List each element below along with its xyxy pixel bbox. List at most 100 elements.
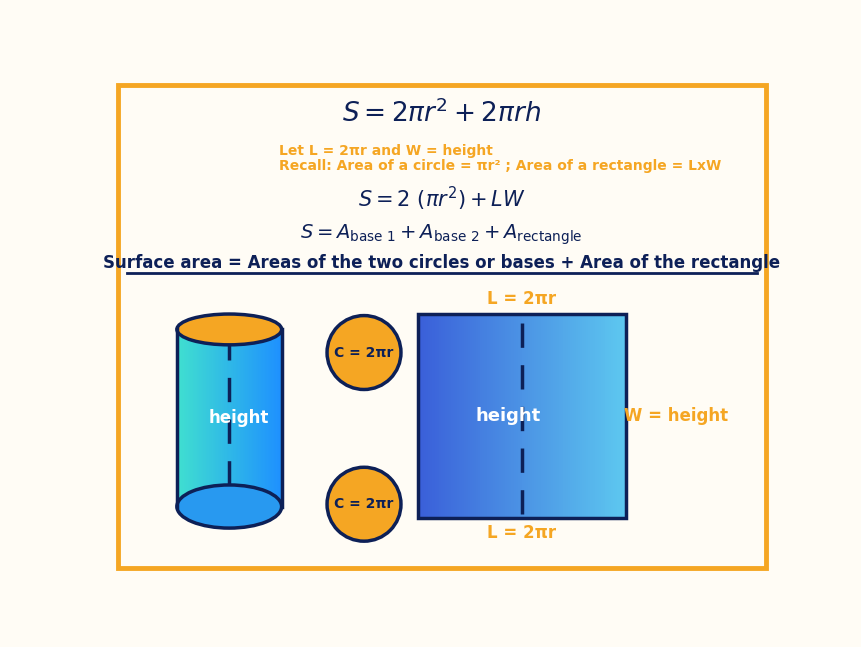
Bar: [239, 329, 241, 507]
Bar: [211, 329, 213, 507]
Bar: [422, 314, 424, 518]
Bar: [189, 329, 190, 507]
Bar: [214, 329, 215, 507]
Bar: [267, 329, 269, 507]
Bar: [519, 314, 522, 518]
Bar: [453, 314, 455, 518]
Text: $S = 2\ (\pi r^2) + LW$: $S = 2\ (\pi r^2) + LW$: [357, 184, 525, 213]
Bar: [275, 329, 276, 507]
Bar: [567, 314, 569, 518]
Bar: [468, 314, 470, 518]
Bar: [598, 314, 600, 518]
Text: Surface area = Areas of the two circles or bases + Area of the rectangle: Surface area = Areas of the two circles …: [103, 254, 779, 272]
Bar: [277, 329, 279, 507]
Bar: [465, 314, 468, 518]
Bar: [478, 314, 480, 518]
Text: C = 2πr: C = 2πr: [334, 345, 393, 360]
Bar: [232, 329, 233, 507]
Bar: [499, 314, 501, 518]
Bar: [569, 314, 572, 518]
Bar: [187, 329, 189, 507]
Bar: [225, 329, 226, 507]
Bar: [250, 329, 251, 507]
Bar: [237, 329, 238, 507]
Bar: [540, 314, 542, 518]
Bar: [606, 314, 609, 518]
Bar: [573, 314, 576, 518]
Bar: [469, 314, 472, 518]
Bar: [191, 329, 193, 507]
Bar: [203, 329, 205, 507]
Bar: [182, 329, 183, 507]
Bar: [505, 314, 507, 518]
Bar: [247, 329, 249, 507]
Bar: [432, 314, 435, 518]
Bar: [221, 329, 223, 507]
Bar: [525, 314, 528, 518]
Bar: [276, 329, 278, 507]
Bar: [550, 314, 553, 518]
Bar: [257, 329, 259, 507]
Bar: [224, 329, 226, 507]
Bar: [619, 314, 622, 518]
Bar: [486, 314, 488, 518]
Bar: [245, 329, 246, 507]
Bar: [450, 314, 453, 518]
Bar: [463, 314, 466, 518]
Circle shape: [326, 316, 400, 389]
Text: Let L = 2πr and W = height: Let L = 2πr and W = height: [279, 144, 492, 158]
Circle shape: [326, 467, 400, 541]
Bar: [183, 329, 185, 507]
Bar: [177, 329, 178, 507]
Bar: [418, 314, 420, 518]
Bar: [488, 314, 491, 518]
Bar: [515, 314, 517, 518]
Bar: [507, 314, 509, 518]
Ellipse shape: [177, 314, 282, 345]
Bar: [214, 329, 216, 507]
Bar: [594, 314, 597, 518]
Bar: [588, 314, 590, 518]
Bar: [523, 314, 526, 518]
Bar: [548, 314, 551, 518]
Bar: [238, 329, 240, 507]
Bar: [428, 314, 430, 518]
Text: height: height: [474, 407, 540, 425]
Bar: [521, 314, 523, 518]
Bar: [198, 329, 199, 507]
Bar: [556, 314, 559, 518]
Bar: [209, 329, 211, 507]
Bar: [578, 314, 579, 518]
Bar: [449, 314, 451, 518]
Bar: [513, 314, 516, 518]
Bar: [623, 314, 625, 518]
Bar: [494, 314, 497, 518]
Bar: [584, 314, 586, 518]
Bar: [437, 314, 438, 518]
Bar: [474, 314, 476, 518]
Bar: [425, 314, 428, 518]
Bar: [531, 314, 534, 518]
Bar: [194, 329, 195, 507]
Bar: [530, 314, 532, 518]
Bar: [272, 329, 274, 507]
Bar: [517, 314, 519, 518]
Bar: [538, 314, 541, 518]
Bar: [553, 314, 554, 518]
Bar: [226, 329, 228, 507]
Ellipse shape: [177, 485, 282, 528]
Bar: [590, 314, 592, 518]
Bar: [257, 329, 258, 507]
Bar: [434, 314, 437, 518]
Bar: [438, 314, 441, 518]
Bar: [600, 314, 603, 518]
Bar: [201, 329, 202, 507]
Bar: [621, 314, 623, 518]
Bar: [581, 314, 584, 518]
Bar: [271, 329, 273, 507]
Bar: [181, 329, 183, 507]
Bar: [179, 329, 181, 507]
Bar: [207, 329, 208, 507]
Bar: [199, 329, 201, 507]
Bar: [244, 329, 245, 507]
